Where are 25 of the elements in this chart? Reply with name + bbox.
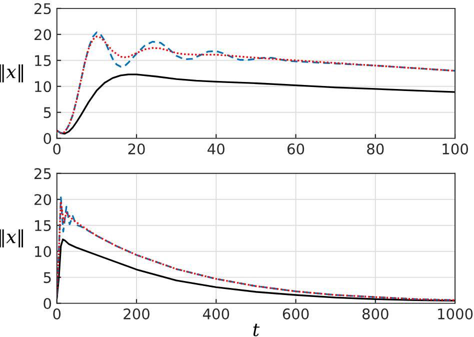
y-tick-label: 5 xyxy=(44,107,51,118)
y-tick-label: 25 xyxy=(34,3,51,14)
x-tick-label: 600 xyxy=(282,308,309,320)
x-axis-title: t xyxy=(253,324,260,336)
y-tick-label: 0 xyxy=(44,298,52,310)
y-tick-label: 15 xyxy=(35,55,51,66)
x-tick-label: 0 xyxy=(53,308,61,320)
y-tick-label: 5 xyxy=(44,272,51,284)
y-tick-label: 10 xyxy=(35,81,52,92)
y-tick-label: 15 xyxy=(35,220,51,232)
y-tick-label: 20 xyxy=(34,194,52,206)
x-tick-label: 400 xyxy=(202,308,230,320)
y-tick-label: 20 xyxy=(34,29,52,40)
x-tick-label: 80 xyxy=(367,143,384,154)
x-tick-label: 60 xyxy=(288,143,304,154)
x-tick-label: 40 xyxy=(208,143,224,154)
x-tick-label: 1000 xyxy=(438,308,473,320)
x-tick-label: 200 xyxy=(124,308,150,320)
y-tick-label: 10 xyxy=(35,246,52,258)
x-tick-label: 20 xyxy=(128,143,145,154)
x-tick-label: 800 xyxy=(362,308,388,320)
y-tick-label: 0 xyxy=(44,133,52,144)
x-tick-label: 100 xyxy=(442,143,468,154)
x-tick-label: 0 xyxy=(53,143,61,154)
y-tick-label: 25 xyxy=(34,168,51,180)
